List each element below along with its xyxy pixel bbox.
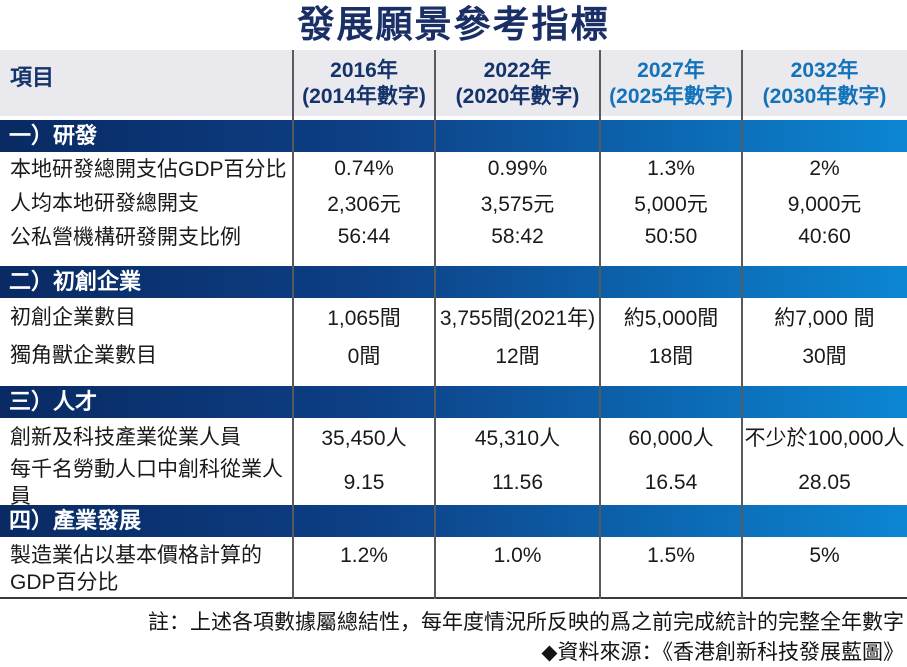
cell-value: 12間 <box>495 345 540 368</box>
table-row: 獨角獸企業數目 0間 12間 18間 30間 <box>0 336 907 374</box>
column-header-baseyear: (2030年數字) <box>762 85 887 108</box>
cell-value: 9,000元 <box>787 193 862 216</box>
row-label: 初創企業數目 <box>10 305 136 329</box>
cell-value: 0間 <box>347 345 381 368</box>
cell-value: 1.5% <box>647 544 695 567</box>
column-header-baseyear: (2020年數字) <box>455 85 580 108</box>
cell-value: 1.0% <box>493 544 542 567</box>
row-label: 創新及科技產業從業人員 <box>10 425 241 449</box>
column-header-year: 2016年 <box>330 59 398 82</box>
section-header-talent: 三）人才 <box>0 386 907 418</box>
row-label: 製造業佔以基本價格計算的GDP百分比 <box>10 544 262 594</box>
section-header-rnd: 一）研發 <box>0 120 907 152</box>
indicators-table: 項目 2016年 (2014年數字) 2022年 (2020年數字) 2027年… <box>0 50 907 599</box>
cell-value: 2,306元 <box>327 193 401 216</box>
column-header-2032: 2032年 (2030年數字) <box>742 50 907 116</box>
column-header-2016: 2016年 (2014年數字) <box>293 50 435 116</box>
cell-value: 約5,000間 <box>623 307 719 330</box>
cell-value: 不少於100,000人 <box>744 427 905 450</box>
cell-value: 5% <box>809 544 840 567</box>
row-label: 本地研發總開支佔GDP百分比 <box>10 157 287 181</box>
column-header-baseyear: (2014年數字) <box>302 85 426 108</box>
row-label: 人均本地研發總開支 <box>10 191 199 215</box>
column-divider <box>741 50 743 599</box>
cell-value: 18間 <box>648 345 694 368</box>
column-divider <box>292 50 294 599</box>
column-header-2022: 2022年 (2020年數字) <box>435 50 600 116</box>
column-header-year: 2027年 <box>637 59 705 82</box>
column-divider <box>599 50 601 599</box>
cell-value: 3,755間(2021年) <box>439 307 596 330</box>
cell-value: 50:50 <box>644 225 698 248</box>
row-label: 獨角獸企業數目 <box>10 343 157 367</box>
cell-value: 1.3% <box>647 157 695 180</box>
column-header-item: 項目 <box>10 65 55 90</box>
cell-value: 0.74% <box>334 157 394 180</box>
cell-value: 3,575元 <box>480 193 555 216</box>
cell-value: 58:42 <box>491 225 544 248</box>
footnote: 註：上述各項數據屬總結性，每年度情況所反映的爲之前完成統計的完整全年數字 <box>148 610 904 634</box>
table-row: 每千名勞動人口中創科從業人員 9.15 11.56 16.54 28.05 <box>0 456 907 508</box>
cell-value: 5,000元 <box>634 193 708 216</box>
column-divider <box>434 50 436 599</box>
section-header-startups: 二）初創企業 <box>0 266 907 298</box>
cell-value: 9.15 <box>343 471 385 494</box>
cell-value: 45,310人 <box>474 427 561 450</box>
cell-value: 11.56 <box>492 471 543 494</box>
row-label: 公私營機構研發開支比例 <box>10 225 241 249</box>
cell-value: 2% <box>809 157 840 180</box>
row-label: 每千名勞動人口中創科從業人員 <box>10 458 283 508</box>
table-header-row: 項目 2016年 (2014年數字) 2022年 (2020年數字) 2027年… <box>0 50 907 116</box>
section-header-industry: 四）產業發展 <box>0 505 907 537</box>
column-header-year: 2022年 <box>483 59 552 82</box>
cell-value: 1,065間 <box>327 307 401 330</box>
table-row: 本地研發總開支佔GDP百分比 0.74% 0.99% 1.3% 2% <box>0 152 907 186</box>
table-row: 人均本地研發總開支 2,306元 3,575元 5,000元 9,000元 <box>0 186 907 220</box>
cell-value: 約7,000 間 <box>774 307 875 330</box>
source-credit: ◆資料來源：《香港創新科技發展藍圖》 <box>541 640 904 664</box>
cell-value: 35,450人 <box>321 427 407 450</box>
cell-value: 28.05 <box>798 471 851 494</box>
table-row: 製造業佔以基本價格計算的GDP百分比 1.2% 1.0% 1.5% 5% <box>0 537 907 599</box>
column-header-year: 2032年 <box>790 59 859 82</box>
cell-value: 16.54 <box>644 471 698 494</box>
column-header-2027: 2027年 (2025年數字) <box>600 50 742 116</box>
table-row: 公私營機構研發開支比例 56:44 58:42 50:50 40:60 <box>0 220 907 254</box>
table-row: 初創企業數目 1,065間 3,755間(2021年) 約5,000間 約7,0… <box>0 298 907 336</box>
cell-value: 30間 <box>802 345 847 368</box>
cell-value: 1.2% <box>340 544 388 567</box>
cell-value: 0.99% <box>487 157 548 180</box>
cell-value: 56:44 <box>337 225 391 248</box>
cell-value: 40:60 <box>798 225 851 248</box>
table-row: 創新及科技產業從業人員 35,450人 45,310人 60,000人 不少於1… <box>0 418 907 456</box>
cell-value: 60,000人 <box>628 427 714 450</box>
column-header-baseyear: (2025年數字) <box>609 85 733 108</box>
page-title: 發展願景參考指標 <box>297 2 610 46</box>
